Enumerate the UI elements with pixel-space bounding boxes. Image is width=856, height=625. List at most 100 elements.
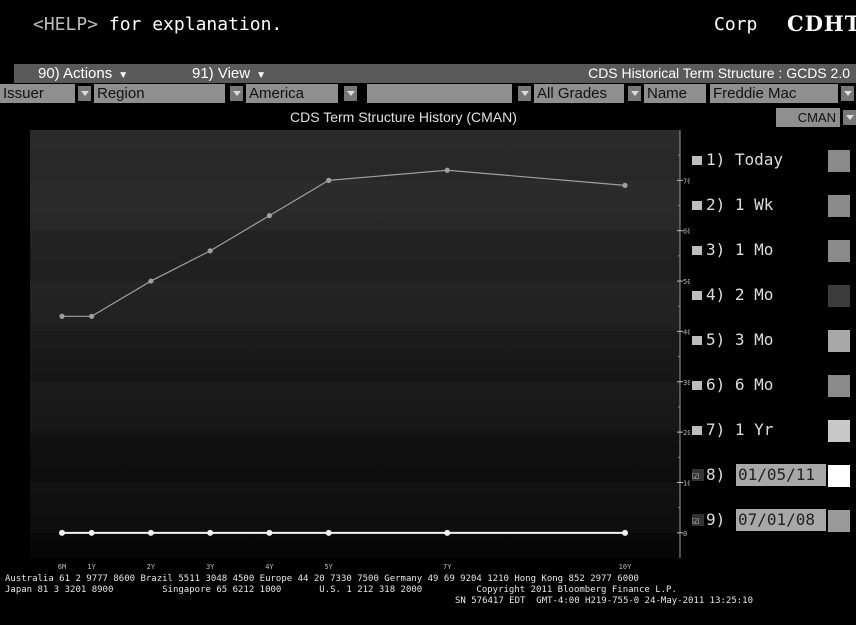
series-point	[59, 529, 65, 536]
x-tick-label: 3Y	[206, 563, 215, 571]
series-point	[326, 177, 332, 183]
legend-toggle-icon[interactable]	[692, 381, 702, 390]
series-point	[59, 313, 65, 319]
color-swatch[interactable]	[828, 375, 850, 397]
legend-label: 6) 6 Mo	[706, 375, 774, 394]
legend-toggle-icon[interactable]	[692, 291, 702, 300]
source-select[interactable]: CMAN	[776, 108, 840, 127]
region-field[interactable]: Region	[94, 84, 225, 103]
series-point	[148, 278, 154, 284]
x-tick-label: 5Y	[324, 563, 333, 571]
color-swatch[interactable]	[828, 330, 850, 352]
legend-item[interactable]: ☑ 9) 07/01/08	[692, 507, 856, 537]
help-text: for explanation.	[98, 14, 283, 35]
color-swatch[interactable]	[828, 285, 850, 307]
function-code: CDHT	[787, 11, 856, 36]
legend-item[interactable]: 1) Today	[692, 147, 856, 177]
legend-label: 7) 1 Yr	[706, 420, 774, 439]
legend-label: 4) 2 Mo	[706, 285, 774, 304]
series-point	[207, 248, 213, 254]
region-dropdown-icon[interactable]	[230, 86, 243, 101]
region-value-dropdown-icon[interactable]	[344, 86, 357, 101]
series-point	[266, 213, 273, 219]
x-tick-label: 1Y	[87, 563, 96, 571]
name-dropdown-icon[interactable]	[841, 86, 854, 101]
region-value-field[interactable]: America	[246, 84, 338, 103]
term-structure-chart: 0 10 20 30 40 50 60 70 6M 1Y 2Y 3Y 4Y 5Y 7Y 10Y	[30, 130, 690, 571]
legend-label: 3) 1 Mo	[706, 240, 774, 259]
series-point	[89, 313, 95, 319]
legend-label: 5) 3 Mo	[706, 330, 774, 349]
view-menu-label: 91) View	[192, 65, 251, 82]
legend-toggle-icon[interactable]	[692, 426, 702, 435]
filter-bar: Issuer Region America All Grades Name Fr…	[0, 84, 856, 104]
legend-toggle-icon[interactable]	[692, 246, 702, 255]
y-tick-label: 60	[683, 228, 690, 236]
actions-menu[interactable]: 90) Actions ▼	[38, 64, 128, 83]
legend-item[interactable]: ☑ 8) 01/05/11	[692, 462, 856, 492]
x-tick-label: 10Y	[619, 563, 632, 571]
legend-item[interactable]: 2) 1 Wk	[692, 192, 856, 222]
grades-field[interactable]: All Grades	[534, 84, 624, 103]
date-input[interactable]: 07/01/08	[736, 509, 826, 531]
legend-toggle-icon[interactable]	[692, 336, 702, 345]
y-tick-label: 30	[683, 379, 690, 387]
name-field[interactable]: Freddie Mac	[710, 84, 838, 103]
checkbox-icon[interactable]: ☑	[692, 469, 704, 481]
issuer-field[interactable]: Issuer	[0, 84, 75, 103]
y-tick-label: 70	[683, 177, 690, 185]
series-point	[207, 529, 214, 536]
help-hint: <HELP> for explanation.	[33, 14, 282, 35]
footer-line-2: Japan 81 3 3201 8900 Singapore 65 6212 1…	[5, 585, 677, 595]
menu-bar: 90) Actions ▼ 91) View ▼ CDS Historical Te…	[14, 64, 856, 83]
legend-item[interactable]: 4) 2 Mo	[692, 282, 856, 312]
series-point	[444, 529, 451, 536]
actions-menu-label: 90) Actions	[38, 65, 113, 82]
color-swatch[interactable]	[828, 510, 850, 532]
legend-item[interactable]: 5) 3 Mo	[692, 327, 856, 357]
color-swatch[interactable]	[828, 195, 850, 217]
series-point	[266, 529, 273, 536]
x-tick-label: 6M	[58, 563, 66, 571]
name-label: Name	[644, 84, 706, 103]
footer-line-1: Australia 61 2 9777 8600 Brazil 5511 304…	[5, 574, 639, 584]
series-point	[622, 182, 628, 188]
subregion-field[interactable]	[367, 84, 512, 103]
series-point	[444, 167, 450, 173]
y-tick-label: 20	[683, 429, 690, 437]
series-point	[147, 529, 154, 536]
legend-label: 8)	[706, 465, 726, 484]
y-tick-label: 40	[683, 328, 690, 336]
color-swatch[interactable]	[828, 240, 850, 262]
view-menu[interactable]: 91) View ▼	[192, 64, 266, 83]
plot-band	[30, 482, 680, 532]
color-swatch[interactable]	[828, 465, 850, 487]
chart-title: CDS Term Structure History (CMAN)	[290, 109, 517, 125]
source-dropdown-icon[interactable]	[843, 110, 856, 125]
plot-area	[30, 130, 680, 558]
legend-toggle-icon[interactable]	[692, 201, 702, 210]
subregion-dropdown-icon[interactable]	[518, 86, 531, 101]
legend-label: 2) 1 Wk	[706, 195, 774, 214]
series-point	[88, 529, 95, 536]
grades-dropdown-icon[interactable]	[628, 86, 641, 101]
y-tick-label: 0	[683, 530, 687, 538]
legend-toggle-icon[interactable]	[692, 156, 702, 165]
help-key[interactable]: <HELP>	[33, 14, 99, 35]
series-point	[622, 529, 628, 536]
plot-band	[30, 382, 680, 432]
date-input[interactable]: 01/05/11	[736, 464, 826, 486]
legend-item[interactable]: 3) 1 Mo	[692, 237, 856, 267]
footer-contacts: Australia 61 2 9777 8600 Brazil 5511 304…	[5, 574, 855, 607]
x-tick-label: 2Y	[147, 563, 156, 571]
legend-item[interactable]: 6) 6 Mo	[692, 372, 856, 402]
series-line	[62, 169, 626, 317]
color-swatch[interactable]	[828, 420, 850, 442]
x-tick-label: 4Y	[265, 563, 274, 571]
legend-item[interactable]: 7) 1 Yr	[692, 417, 856, 447]
issuer-dropdown-icon[interactable]	[78, 86, 91, 101]
color-swatch[interactable]	[828, 150, 850, 172]
y-tick-label: 10	[683, 479, 690, 487]
chevron-down-icon: ▼	[118, 70, 129, 81]
checkbox-icon[interactable]: ☑	[692, 514, 704, 526]
